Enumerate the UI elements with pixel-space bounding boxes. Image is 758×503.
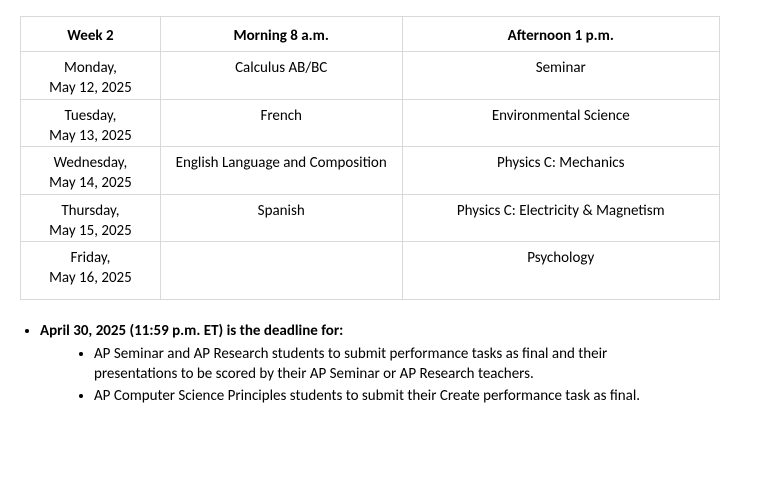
deadline-list: April 30, 2025 (11:59 p.m. ET) is the de…: [40, 322, 738, 407]
header-morning: Morning 8 a.m.: [160, 17, 402, 52]
deadline-lead: April 30, 2025 (11:59 p.m. ET) is the de…: [40, 322, 343, 340]
cell-afternoon: Seminar: [402, 52, 720, 100]
day-name: Thursday,: [29, 201, 152, 221]
day-date: May 12, 2025: [29, 78, 152, 98]
deadline-item: April 30, 2025 (11:59 p.m. ET) is the de…: [40, 322, 738, 407]
cell-afternoon: Psychology: [402, 242, 720, 300]
table-header-row: Week 2 Morning 8 a.m. Afternoon 1 p.m.: [21, 17, 720, 52]
cell-day: Wednesday, May 14, 2025: [21, 147, 161, 195]
day-name: Monday,: [29, 58, 152, 78]
header-afternoon: Afternoon 1 p.m.: [402, 17, 720, 52]
exam-schedule-table: Week 2 Morning 8 a.m. Afternoon 1 p.m. M…: [20, 16, 720, 300]
cell-day: Thursday, May 15, 2025: [21, 194, 161, 242]
day-date: May 14, 2025: [29, 173, 152, 193]
cell-day: Friday, May 16, 2025: [21, 242, 161, 300]
day-name: Wednesday,: [29, 153, 152, 173]
day-date: May 13, 2025: [29, 126, 152, 146]
deadline-subitem: AP Computer Science Principles students …: [94, 386, 674, 406]
cell-afternoon: Environmental Science: [402, 99, 720, 147]
table-row: Monday, May 12, 2025 Calculus AB/BC Semi…: [21, 52, 720, 100]
cell-morning: [160, 242, 402, 300]
cell-afternoon: Physics C: Mechanics: [402, 147, 720, 195]
table-row: Tuesday, May 13, 2025 French Environment…: [21, 99, 720, 147]
table-row: Wednesday, May 14, 2025 English Language…: [21, 147, 720, 195]
day-date: May 15, 2025: [29, 221, 152, 241]
table-row: Friday, May 16, 2025 Psychology: [21, 242, 720, 300]
day-name: Tuesday,: [29, 106, 152, 126]
day-name: Friday,: [29, 248, 152, 268]
cell-morning: English Language and Composition: [160, 147, 402, 195]
cell-day: Tuesday, May 13, 2025: [21, 99, 161, 147]
cell-afternoon: Physics C: Electricity & Magnetism: [402, 194, 720, 242]
deadline-sublist: AP Seminar and AP Research students to s…: [40, 344, 738, 407]
cell-day: Monday, May 12, 2025: [21, 52, 161, 100]
cell-morning: Calculus AB/BC: [160, 52, 402, 100]
day-date: May 16, 2025: [29, 268, 152, 288]
cell-morning: Spanish: [160, 194, 402, 242]
table-row: Thursday, May 15, 2025 Spanish Physics C…: [21, 194, 720, 242]
cell-morning: French: [160, 99, 402, 147]
deadline-subitem: AP Seminar and AP Research students to s…: [94, 344, 674, 385]
header-week: Week 2: [21, 17, 161, 52]
